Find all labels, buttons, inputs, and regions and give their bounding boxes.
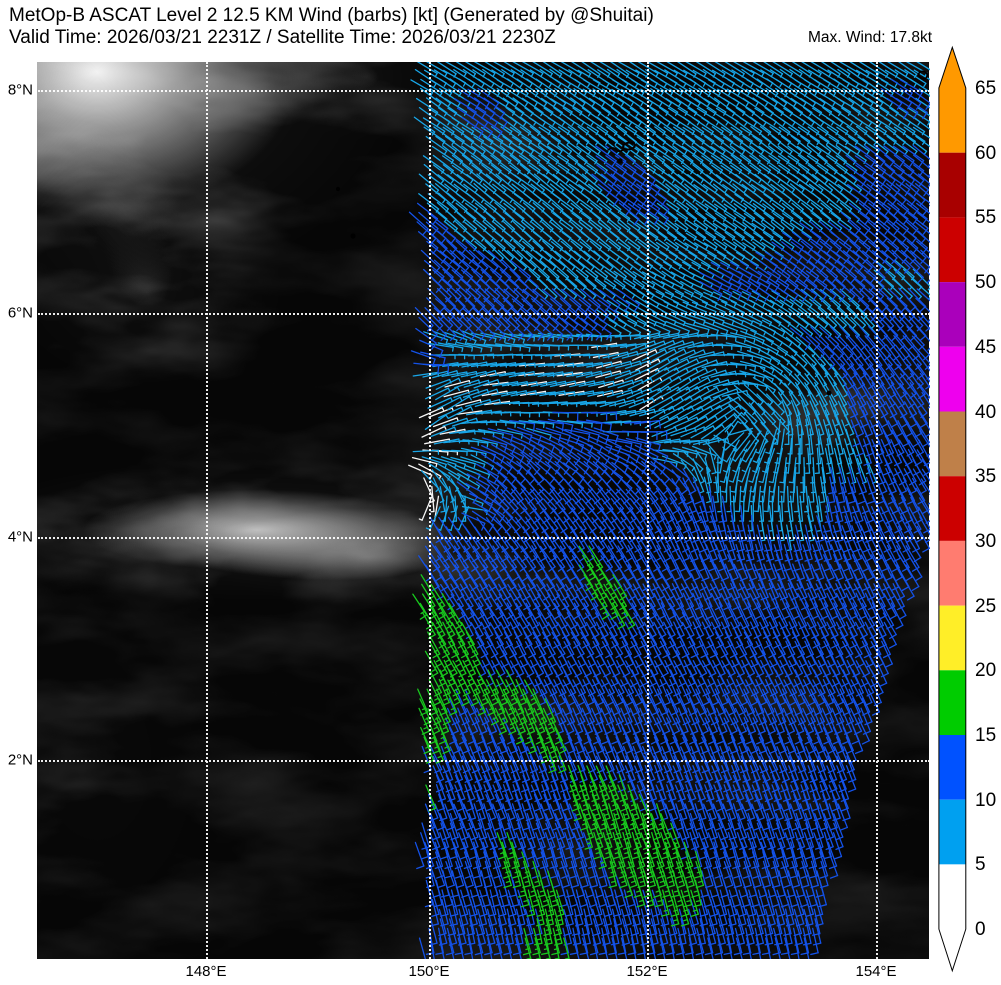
- svg-text:35: 35: [975, 466, 996, 487]
- svg-text:20: 20: [975, 660, 996, 681]
- svg-text:65: 65: [975, 78, 996, 99]
- svg-text:60: 60: [975, 143, 996, 164]
- svg-text:30: 30: [975, 531, 996, 552]
- svg-text:25: 25: [975, 596, 996, 617]
- svg-text:0: 0: [975, 919, 986, 940]
- svg-text:5: 5: [975, 854, 986, 875]
- svg-text:50: 50: [975, 272, 996, 293]
- svg-text:45: 45: [975, 337, 996, 358]
- svg-text:40: 40: [975, 402, 996, 423]
- svg-text:55: 55: [975, 207, 996, 228]
- svg-text:15: 15: [975, 725, 996, 746]
- svg-text:10: 10: [975, 790, 996, 811]
